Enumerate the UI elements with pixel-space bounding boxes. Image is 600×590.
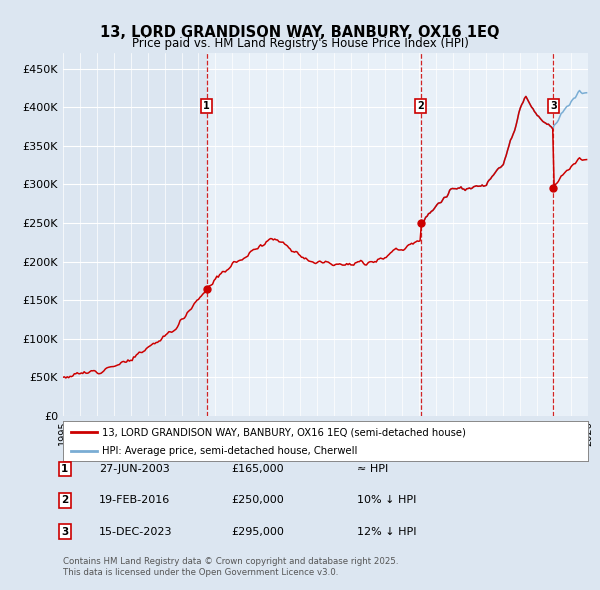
Text: Price paid vs. HM Land Registry's House Price Index (HPI): Price paid vs. HM Land Registry's House … [131, 37, 469, 50]
Text: 1: 1 [61, 464, 68, 474]
Text: £250,000: £250,000 [231, 496, 284, 505]
Bar [553, 53, 588, 416]
Text: 2: 2 [418, 101, 424, 111]
Text: HPI: Average price, semi-detached house, Cherwell: HPI: Average price, semi-detached house,… [103, 445, 358, 455]
Text: Contains HM Land Registry data © Crown copyright and database right 2025.: Contains HM Land Registry data © Crown c… [63, 558, 398, 566]
Text: 3: 3 [61, 527, 68, 536]
Text: 15-DEC-2023: 15-DEC-2023 [99, 527, 173, 536]
Text: 27-JUN-2003: 27-JUN-2003 [99, 464, 170, 474]
Bar [571, 53, 588, 416]
Text: 13, LORD GRANDISON WAY, BANBURY, OX16 1EQ: 13, LORD GRANDISON WAY, BANBURY, OX16 1E… [100, 25, 500, 40]
Text: £295,000: £295,000 [231, 527, 284, 536]
Text: 13, LORD GRANDISON WAY, BANBURY, OX16 1EQ (semi-detached house): 13, LORD GRANDISON WAY, BANBURY, OX16 1E… [103, 427, 466, 437]
Text: 3: 3 [550, 101, 557, 111]
Text: 12% ↓ HPI: 12% ↓ HPI [357, 527, 416, 536]
Text: This data is licensed under the Open Government Licence v3.0.: This data is licensed under the Open Gov… [63, 568, 338, 577]
Bar [421, 53, 553, 416]
Text: £165,000: £165,000 [231, 464, 284, 474]
Text: 19-FEB-2016: 19-FEB-2016 [99, 496, 170, 505]
Text: ≈ HPI: ≈ HPI [357, 464, 388, 474]
Text: 10% ↓ HPI: 10% ↓ HPI [357, 496, 416, 505]
Text: 2: 2 [61, 496, 68, 505]
Text: 1: 1 [203, 101, 210, 111]
Bar [207, 53, 421, 416]
